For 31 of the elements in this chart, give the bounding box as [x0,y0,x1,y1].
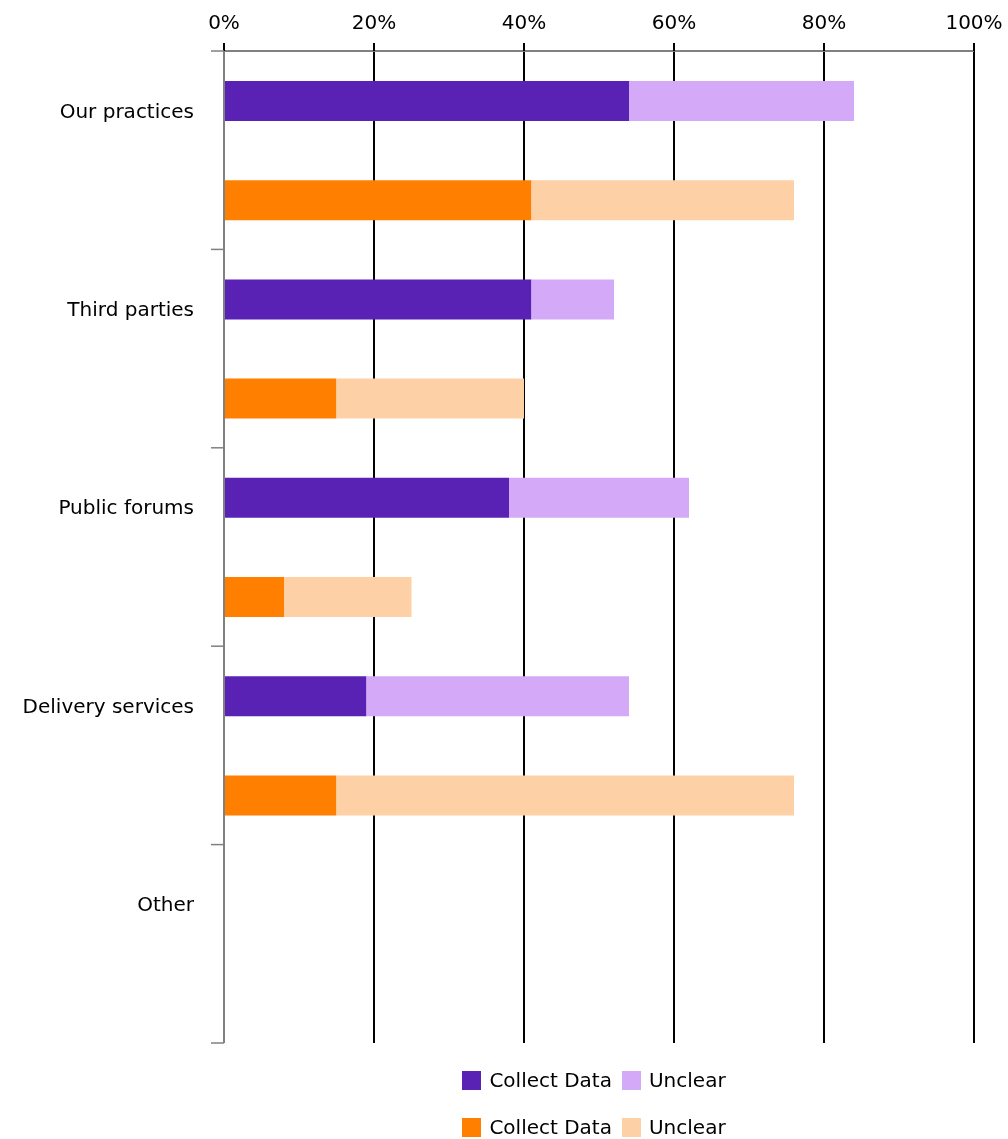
x-tick-label: 20% [351,10,397,34]
bar [224,477,509,518]
x-tick-label: 0% [208,10,240,34]
bar [224,81,629,121]
bar [224,577,284,617]
bar [224,180,532,221]
y-tick-label: Third parties [66,297,194,321]
bar [224,378,337,419]
legend-label: Unclear [648,1115,726,1139]
x-tick-label: 40% [501,10,547,34]
bar [366,676,629,717]
legend-label: Collect Data [489,1115,612,1139]
bar [531,279,614,320]
bar [224,279,532,320]
bar [336,378,524,419]
y-tick-label: Public forums [58,495,194,520]
bar [224,775,337,816]
y-tick-label: Delivery services [22,693,194,718]
y-tick-label: Our practices [59,98,194,123]
legend-label: Collect Data [489,1068,612,1092]
y-tick-label: Other [137,892,195,917]
bar [336,775,794,816]
legend-label: Unclear [648,1068,726,1092]
bar [509,477,689,518]
x-tick-label: 80% [801,10,847,34]
x-tick-label: 100% [945,10,1003,34]
x-tick-label: 60% [651,10,697,34]
bar [284,577,412,617]
bar [224,676,367,717]
bar [629,81,854,121]
bar [531,180,794,221]
